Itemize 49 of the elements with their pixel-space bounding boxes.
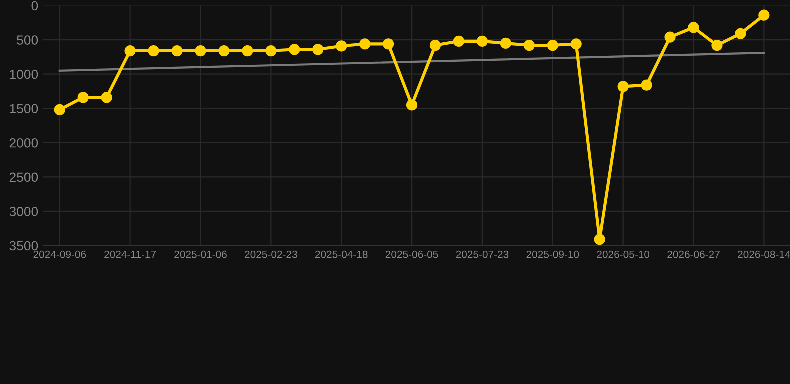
- point: [547, 40, 558, 52]
- point: [476, 36, 488, 47]
- x-tick-label: 2025-04-18: [315, 250, 368, 258]
- x-tick-label: 2025-07-23: [456, 250, 509, 258]
- point: [312, 44, 324, 56]
- point: [148, 45, 160, 57]
- y-tick-label: 0: [32, 1, 38, 11]
- point: [124, 45, 136, 57]
- x-tick-label: 2024-09-06: [34, 250, 86, 258]
- y-tick-label: 2500: [10, 172, 38, 182]
- point: [735, 28, 746, 40]
- x-tick-label: 2025-09-10: [526, 250, 580, 258]
- point: [195, 45, 206, 57]
- x-tick-label: 2025-02-23: [245, 250, 298, 258]
- point: [664, 32, 676, 43]
- point: [500, 38, 512, 50]
- point: [289, 44, 300, 56]
- y-tick-label: 500: [17, 36, 38, 45]
- point: [218, 45, 230, 57]
- point: [618, 81, 629, 92]
- point: [524, 40, 535, 52]
- x-tick-label: 2025-06-05: [386, 250, 438, 258]
- point: [688, 22, 700, 34]
- point: [78, 92, 89, 104]
- y-tick-label: 1000: [10, 70, 38, 80]
- y-tick-label: 3000: [10, 207, 38, 216]
- point: [406, 100, 418, 111]
- x-tick-label: 2026-06-27: [668, 250, 720, 258]
- point: [382, 38, 394, 50]
- point: [54, 104, 66, 116]
- point: [172, 45, 183, 57]
- point: [101, 92, 112, 104]
- point: [266, 45, 277, 57]
- point: [641, 80, 652, 91]
- y-tick-label: 2000: [10, 138, 38, 148]
- y-tick-label: 1500: [10, 104, 38, 114]
- point: [453, 36, 465, 47]
- x-tick-label: 2026-05-10: [597, 250, 650, 258]
- point: [594, 234, 606, 246]
- point: [570, 38, 582, 50]
- x-tick-label: 2025-01-06: [174, 250, 227, 258]
- point: [242, 45, 254, 57]
- point: [336, 40, 348, 52]
- y-tick-label: 3500: [10, 241, 38, 251]
- point: [712, 40, 723, 52]
- point: [360, 38, 371, 50]
- point: [758, 10, 770, 21]
- point: [430, 40, 442, 52]
- x-tick-label: 2024-11-17: [104, 250, 156, 258]
